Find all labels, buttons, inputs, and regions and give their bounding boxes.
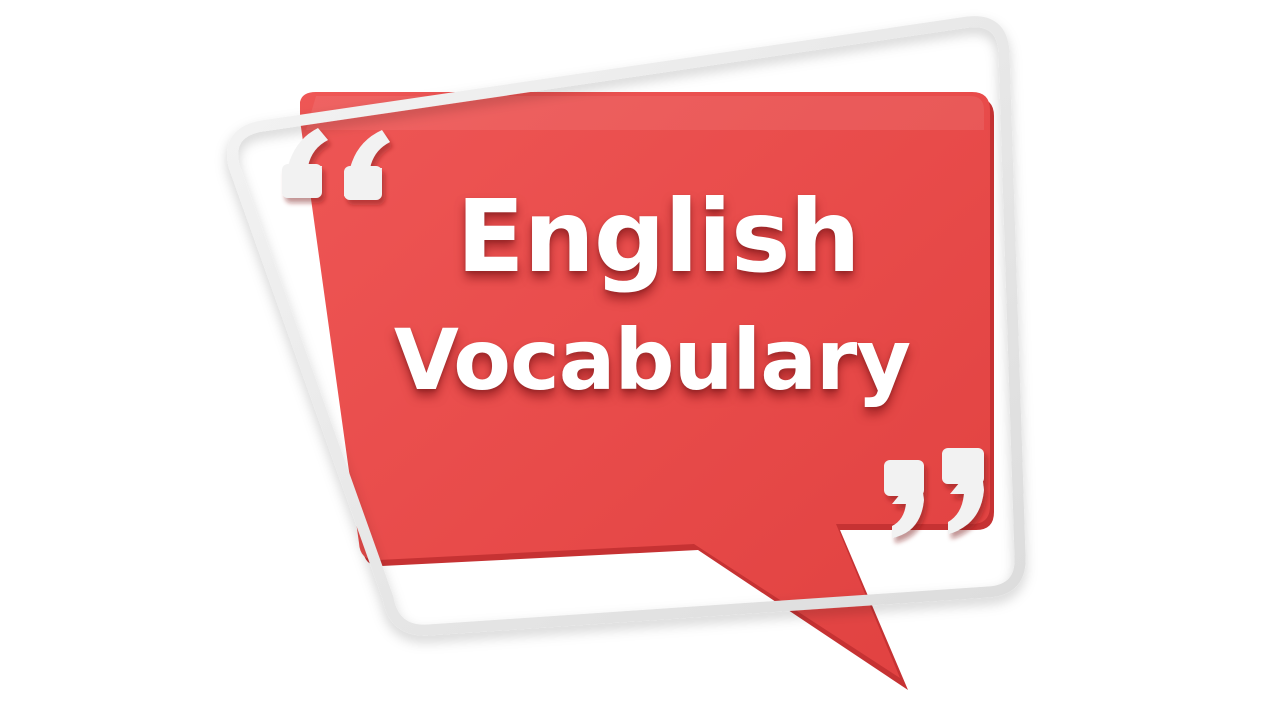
- close-quote-icon: [884, 448, 984, 538]
- title-line-vocabulary: Vocabulary: [393, 311, 911, 409]
- open-quote-icon: [282, 128, 390, 200]
- speech-bubble-highlight: [306, 96, 984, 130]
- title-line-english: English: [456, 178, 860, 295]
- speech-bubble: [300, 92, 990, 678]
- tilted-frame: [227, 16, 1026, 636]
